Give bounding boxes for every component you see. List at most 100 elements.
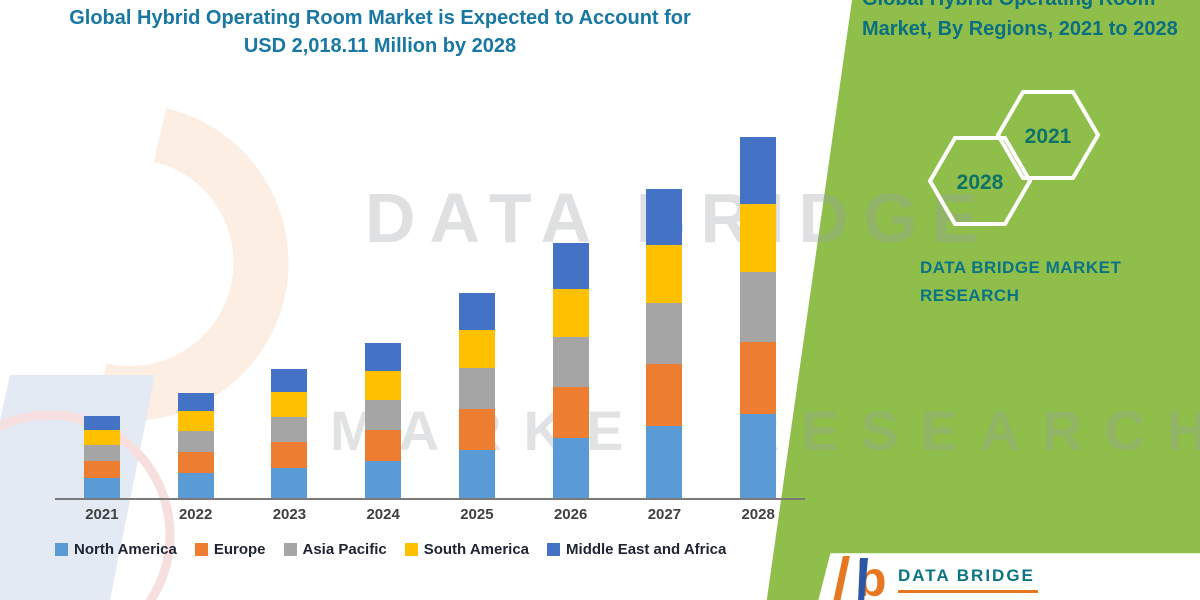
bar-segment-middle-east-and-africa (365, 343, 402, 372)
legend-swatch (404, 543, 418, 556)
legend-item-north-america: North America (55, 541, 177, 558)
legend-label: North America (74, 541, 177, 558)
bar-segment-south-america (740, 203, 777, 272)
legend-label: South America (423, 541, 530, 558)
side-panel-brand-line2: RESEARCH (920, 286, 1020, 305)
footer-accent-underline (898, 590, 1038, 593)
bar-segment-south-america (83, 430, 120, 446)
side-panel-heading-line1: Global Hybrid Operating Room (862, 0, 1192, 14)
hexagon-2028-label: 2028 (957, 171, 1004, 194)
bar-segment-north-america (458, 449, 495, 498)
bar-segment-europe (458, 408, 495, 450)
bar-segment-north-america (83, 478, 120, 498)
x-axis-label-2023: 2023 (272, 506, 307, 523)
bar-segment-north-america (271, 467, 308, 498)
bar-segment-asia-pacific (552, 337, 589, 388)
hexagon-2021 (995, 90, 1101, 180)
bar-segment-north-america (740, 413, 777, 498)
bar-segment-middle-east-and-africa (271, 369, 308, 393)
stacked-bar-2024 (365, 343, 402, 498)
bar-segment-europe (646, 363, 683, 426)
hexagon-2021-label: 2021 (1025, 125, 1072, 148)
hexagon-badges: 2028 2021 (927, 90, 1101, 226)
stacked-bar-2026 (552, 243, 589, 498)
bar-column-2021 (55, 415, 149, 498)
bar-segment-asia-pacific (83, 445, 120, 462)
x-axis-label-2022: 2022 (178, 506, 213, 523)
legend-label: Asia Pacific (302, 541, 387, 558)
legend-swatch (55, 543, 68, 556)
legend-item-south-america: South America (404, 541, 530, 558)
legend-swatch (194, 543, 208, 556)
x-axis: 2021 2022 2023 2024 2025 2026 2027 2028 (55, 500, 805, 523)
legend-swatch (547, 543, 561, 556)
stacked-bar-2027 (646, 189, 683, 498)
stacked-bar-2021 (83, 415, 120, 498)
hexagon-2028 (927, 136, 1033, 226)
bar-column-2026 (524, 243, 618, 498)
bar-column-2025 (430, 293, 524, 498)
side-panel-brand: DATA BRIDGE MARKET RESEARCH (920, 254, 1121, 310)
x-axis-label-2026: 2026 (553, 506, 588, 523)
bar-segment-middle-east-and-africa (177, 392, 214, 412)
chart-title: Global Hybrid Operating Room Market is E… (30, 4, 730, 60)
x-axis-label-2024: 2024 (366, 506, 400, 523)
bar-segment-asia-pacific (365, 399, 402, 431)
footer-brand-text: DATA BRIDGE (898, 566, 1035, 585)
side-panel-heading: Global Hybrid Operating Room Market, By … (862, 0, 1192, 44)
dbmr-logo-icon: b (856, 556, 887, 600)
plot-area (55, 118, 805, 500)
bar-segment-middle-east-and-africa (552, 243, 589, 289)
bar-segment-south-america (271, 392, 308, 417)
stacked-bar-2023 (271, 369, 308, 498)
legend-item-asia-pacific: Asia Pacific (283, 541, 387, 558)
side-panel-brand-line1: DATA BRIDGE MARKET (920, 258, 1122, 277)
x-axis-label-2021: 2021 (85, 506, 119, 523)
chart-title-line2: USD 2,018.11 Million by 2028 (243, 35, 517, 57)
legend-label: Europe (213, 541, 266, 558)
bar-segment-asia-pacific (646, 303, 683, 364)
bar-segment-middle-east-and-africa (646, 189, 683, 245)
stacked-bar-2028 (740, 137, 777, 498)
bar-segment-south-america (552, 288, 589, 338)
x-axis-label-2025: 2025 (460, 506, 494, 523)
legend-item-europe: Europe (194, 541, 266, 558)
bar-segment-middle-east-and-africa (83, 415, 120, 431)
bar-segment-middle-east-and-africa (458, 293, 495, 330)
legend-item-middle-east-and-africa: Middle East and Africa (547, 541, 726, 558)
legend-label: Middle East and Africa (566, 541, 727, 558)
stacked-bar-chart: 2021 2022 2023 2024 2025 2026 2027 2028 (55, 118, 805, 523)
bar-segment-north-america (552, 438, 589, 498)
bar-segment-asia-pacific (177, 430, 214, 452)
bar-column-2027 (618, 189, 712, 498)
bar-segment-europe (740, 342, 777, 414)
stacked-bar-2025 (458, 293, 495, 498)
bar-segment-europe (552, 387, 589, 439)
bar-segment-north-america (177, 472, 214, 498)
bar-segment-south-america (365, 371, 402, 400)
bar-segment-europe (177, 451, 214, 473)
legend-swatch (283, 543, 297, 556)
bar-column-2023 (243, 369, 337, 498)
x-axis-label-2027: 2027 (647, 506, 682, 523)
bar-segment-south-america (458, 329, 495, 369)
bar-segment-europe (83, 461, 120, 479)
bar-segment-north-america (365, 461, 402, 498)
chart-title-line1: Global Hybrid Operating Room Market is E… (69, 7, 691, 29)
bar-segment-europe (365, 430, 402, 462)
side-panel-heading-line2: Market, By Regions, 2021 to 2028 (862, 18, 1178, 40)
bar-segment-north-america (646, 425, 683, 498)
bar-column-2022 (149, 392, 243, 498)
bar-segment-south-america (646, 244, 683, 304)
chart-legend: North America Europe Asia Pacific South Ame… (55, 541, 815, 558)
bar-segment-europe (271, 441, 308, 468)
stacked-bar-2022 (177, 392, 214, 498)
x-axis-label-2028: 2028 (741, 506, 775, 523)
bar-column-2028 (711, 137, 805, 498)
bar-segment-south-america (177, 411, 214, 431)
bar-column-2024 (336, 343, 430, 498)
bar-segment-asia-pacific (458, 368, 495, 409)
bar-segment-asia-pacific (740, 271, 777, 343)
